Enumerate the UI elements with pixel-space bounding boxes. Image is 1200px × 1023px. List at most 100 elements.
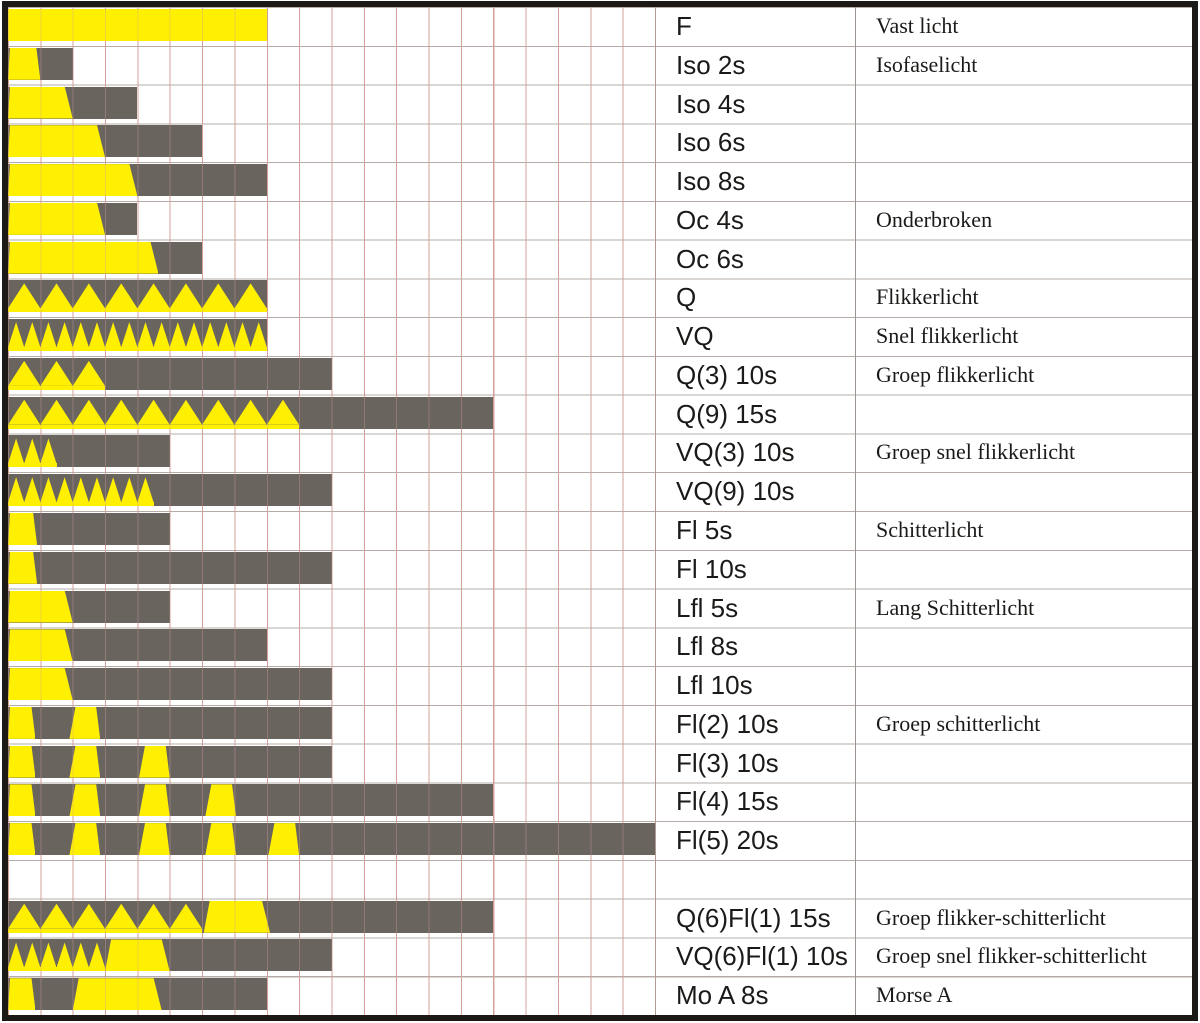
- row-code-iso-8s: Iso 8s: [676, 166, 746, 197]
- flash-segment: [8, 823, 36, 856]
- flash-segment: [8, 86, 73, 119]
- light-bar-iso-2s: [8, 47, 656, 80]
- row-code-f: F: [676, 11, 692, 41]
- quick-flash-baseline: [8, 308, 267, 313]
- flash-segment: [139, 784, 170, 817]
- row-code-fl-5-20s: Fl(5) 20s: [676, 825, 779, 856]
- light-bar-lfl-10s: [8, 668, 656, 701]
- light-bar-fl-10s: [8, 551, 656, 584]
- row-code-lfl-10s: Lfl 10s: [676, 670, 753, 701]
- labels-layer: F Vast licht Iso 2s Isofaselicht Iso 4s Iso 6…: [8, 7, 1192, 1015]
- quick-flash-baseline: [8, 385, 106, 390]
- flash-segment: [139, 745, 170, 778]
- light-bar-oc-4s: [8, 202, 656, 235]
- light-bar-f: [8, 9, 656, 41]
- flash-segment: [8, 513, 38, 545]
- row-code-q: Q: [676, 282, 697, 313]
- light-bar-lfl-5s: [8, 590, 656, 623]
- light-bar-lfl-8s: [8, 629, 656, 662]
- row-description-groep-flikkerlicht: Groep flikkerlicht: [876, 361, 1035, 387]
- row-code-oc-4s: Oc 4s: [676, 204, 744, 235]
- light-bar-q-9-15s: [8, 396, 656, 429]
- light-bar-q-3-10s: [8, 357, 656, 390]
- row-description-snel-flikkerlicht: Snel flikkerlicht: [876, 323, 1019, 349]
- row-description-groep-snel-flikker-schitterlicht: Groep snel flikker-schitterlicht: [876, 943, 1147, 969]
- row-code-vq-9-10s: VQ(9) 10s: [676, 476, 795, 507]
- quick-flash-baseline: [8, 463, 57, 468]
- eclipse-segment: [8, 745, 332, 778]
- row-code-iso-2s: Iso 2s: [676, 49, 746, 80]
- quick-flash-baseline: [8, 347, 267, 352]
- light-bar-fl-5s: [8, 513, 656, 545]
- row-code-mo-a-8s: Mo A 8s: [676, 980, 769, 1011]
- quick-flash-baseline: [8, 502, 154, 507]
- row-code-vq: VQ: [676, 321, 714, 352]
- row-code-fl-3-10s: Fl(3) 10s: [676, 747, 779, 778]
- flash-segment: [8, 125, 106, 158]
- seconds-gridlines-overlay: [8, 7, 656, 1015]
- flash-segment: [205, 784, 236, 817]
- row-code-q-6-fl-1-15s: Q(6)Fl(1) 15s: [676, 902, 831, 933]
- light-bar-mo-a-8s: [8, 978, 656, 1011]
- flash-segment: [8, 241, 159, 274]
- row-code-lfl-8s: Lfl 8s: [676, 631, 739, 662]
- row-code-vq-3-10s: VQ(3) 10s: [676, 437, 795, 468]
- flash-segment: [8, 706, 36, 739]
- light-bar-fl-5-20s: [8, 823, 656, 856]
- fixed-light-segment: [8, 9, 267, 41]
- light-bar-iso-8s: [8, 164, 656, 197]
- row-description-lang-schitterlicht: Lang Schitterlicht: [876, 594, 1035, 620]
- row-code-iso-4s: Iso 4s: [676, 88, 746, 119]
- code-column-divider: [655, 7, 656, 1015]
- flash-segment: [8, 164, 138, 197]
- eclipse-segment: [8, 823, 655, 856]
- light-bar-q: [8, 280, 656, 313]
- flash-segment: [8, 202, 106, 235]
- row-description-vast-licht: Vast licht: [876, 13, 959, 38]
- quick-flash-baseline: [8, 928, 203, 933]
- quick-flash-baseline: [8, 424, 300, 429]
- quick-flash-baseline: [8, 967, 106, 972]
- row-description-flikkerlicht: Flikkerlicht: [876, 284, 979, 310]
- flash-segment: [8, 590, 73, 623]
- flash-segment: [203, 900, 271, 933]
- row-code-fl-5s: Fl 5s: [676, 515, 733, 545]
- light-bar-vq: [8, 319, 656, 352]
- light-bars-layer: [8, 7, 1192, 1015]
- row-code-iso-6s: Iso 6s: [676, 127, 746, 158]
- light-bar-iso-6s: [8, 125, 656, 158]
- row-code-q-3-10s: Q(3) 10s: [676, 359, 778, 390]
- flash-segment: [8, 784, 36, 817]
- flash-segment: [268, 823, 299, 856]
- light-bar-oc-6s: [8, 241, 656, 274]
- flash-segment: [105, 939, 170, 972]
- description-column-divider: [855, 7, 856, 1015]
- flash-segment: [72, 978, 162, 1011]
- row-code-q-9-15s: Q(9) 15s: [676, 398, 778, 429]
- flash-segment: [69, 823, 100, 856]
- flash-segment: [8, 668, 73, 701]
- row-code-fl-10s: Fl 10s: [676, 553, 747, 584]
- light-bar-iso-4s: [8, 86, 656, 119]
- flash-segment: [8, 551, 38, 584]
- row-description-morse-a: Morse A: [876, 982, 953, 1008]
- eclipse-segment: [8, 551, 332, 584]
- light-bar-vq-6-fl-1-10s: [8, 939, 656, 972]
- light-bar-vq-3-10s: [8, 435, 656, 468]
- flash-segment: [8, 629, 73, 662]
- row-description-schitterlicht: Schitterlicht: [876, 517, 984, 542]
- row-description-groep-flikker-schitterlicht: Groep flikker-schitterlicht: [876, 904, 1106, 930]
- flash-segment: [69, 706, 100, 739]
- eclipse-segment: [8, 706, 332, 739]
- light-bar-vq-9-10s: [8, 474, 656, 507]
- flash-segment: [69, 784, 100, 817]
- row-code-oc-6s: Oc 6s: [676, 243, 744, 274]
- flash-segment: [8, 745, 36, 778]
- light-bar-fl-2-10s: [8, 706, 656, 739]
- row-description-isofaselicht: Isofaselicht: [876, 51, 978, 77]
- diagram-area: F Vast licht Iso 2s Isofaselicht Iso 4s Iso 6…: [8, 7, 1192, 1015]
- light-bar-fl-3-10s: [8, 745, 656, 778]
- flash-segment: [8, 47, 41, 80]
